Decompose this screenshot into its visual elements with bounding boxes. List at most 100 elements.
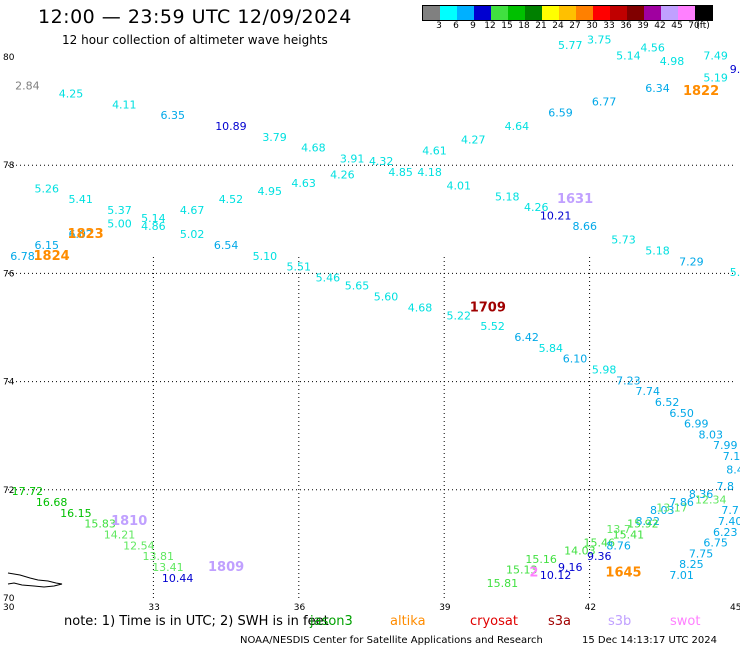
- wave-height-value: 5.26: [35, 182, 60, 195]
- wave-height-value: 14.03: [564, 545, 596, 558]
- colorbar-label: 15: [501, 21, 513, 31]
- wave-height-value: 5.14: [616, 50, 641, 63]
- wave-height-value: 10.89: [215, 120, 247, 133]
- wave-height-value: 4.32: [369, 155, 394, 168]
- wave-height-value: 9.: [730, 63, 740, 76]
- colorbar-swatch: [627, 6, 644, 20]
- wave-height-value: 4.95: [257, 185, 282, 198]
- map-grid: [8, 164, 735, 598]
- wave-height-value: 17.72: [12, 485, 44, 498]
- map-title: 12:00 — 23:59 UTC 12/09/2024: [38, 6, 352, 28]
- wave-height-value: 4.01: [446, 180, 471, 193]
- wave-height-value: 6.02: [68, 228, 93, 241]
- wave-height-value: 5.: [730, 266, 740, 279]
- wave-height-value: 5.51: [287, 261, 312, 274]
- lon-label: 30: [3, 603, 15, 613]
- lat-label: 70: [3, 594, 15, 604]
- colorbar-swatch: [559, 6, 576, 20]
- pass-time-labels: 1822 1631 1823 1824 1709 1810 1809 1645 2: [34, 84, 720, 580]
- colorbar-label: 39: [637, 21, 649, 31]
- wave-height-value: 5.02: [180, 228, 205, 241]
- colorbar-swatch: [610, 6, 627, 20]
- wave-height-value: 8.4: [726, 464, 740, 477]
- colorbar-label: 45: [671, 21, 683, 31]
- wave-height-value: 7.75: [689, 547, 714, 560]
- wave-height-value: 6.78: [10, 250, 35, 263]
- wave-height-value: 6.77: [592, 96, 617, 109]
- colorbar-swatch: [644, 6, 661, 20]
- wave-height-value: 2.84: [15, 79, 40, 92]
- wave-height-value: 7.86: [669, 496, 694, 509]
- wave-height-value: 5.73: [611, 234, 636, 247]
- legend-swot: swot: [670, 614, 701, 629]
- wave-height-value: 7.40: [718, 515, 740, 528]
- wave-height-value: 4.27: [461, 134, 486, 147]
- colorbar-swatch: [508, 6, 525, 20]
- wave-height-value: 5.00: [107, 217, 132, 230]
- wave-height-value: 7.29: [679, 255, 704, 268]
- wave-height-value: 15.41: [613, 528, 645, 541]
- wave-height-value: 8.76: [606, 539, 631, 552]
- wave-height-value: 16.68: [36, 496, 68, 509]
- colorbar-swatch: [661, 6, 678, 20]
- wave-height-value: 4.98: [660, 55, 685, 68]
- wave-height-value: 4.67: [180, 204, 205, 217]
- wave-height-value: 6.23: [713, 526, 738, 539]
- colorbar-label: 42: [654, 21, 666, 31]
- wave-height-value: 4.68: [301, 142, 326, 155]
- pass-time-label: 2: [529, 565, 538, 580]
- lon-label: 36: [294, 603, 306, 613]
- wave-height-value: 6.75: [703, 537, 728, 550]
- wave-height-value: 13.81: [142, 550, 174, 563]
- lon-label: 42: [585, 603, 596, 613]
- wave-height-value: 6.35: [161, 109, 186, 122]
- timestamp: 15 Dec 14:13:17 UTC 2024: [582, 635, 717, 646]
- legend-altika: altika: [390, 614, 426, 629]
- wave-height-value: 10.12: [540, 569, 572, 582]
- wave-height-value: 9.16: [558, 561, 583, 574]
- colorbar-label: 70: [688, 21, 700, 31]
- wave-height-value: 4.52: [219, 193, 244, 206]
- colorbar-swatch: [491, 6, 508, 20]
- wave-height-value: 15.83: [84, 518, 116, 531]
- colorbar-label: 18: [518, 21, 530, 31]
- wave-height-value: 4.18: [417, 166, 442, 179]
- lat-label: 76: [3, 269, 15, 279]
- colorbar-swatch: [440, 6, 457, 20]
- wave-height-value: 5.14: [141, 212, 166, 225]
- wave-height-value: 6.52: [655, 396, 680, 409]
- colorbar-swatch: [695, 6, 712, 20]
- wave-height-value: 8.66: [573, 220, 598, 233]
- wave-height-value: 4.68: [408, 301, 433, 314]
- wave-height-value: 7.01: [669, 569, 694, 582]
- wave-height-value: 4.56: [640, 42, 665, 55]
- pass-time-label: 1822: [683, 84, 719, 99]
- colorbar-swatch: [576, 6, 593, 20]
- wave-height-value: 4.26: [330, 169, 355, 182]
- wave-height-value: 5.19: [703, 71, 728, 84]
- wave-height-value: 3.91: [340, 152, 365, 165]
- colorbar-label: 24: [552, 21, 564, 31]
- wave-height-value: 15.81: [487, 577, 519, 590]
- lat-label: 78: [3, 161, 15, 171]
- wave-height-value: 5.46: [316, 272, 341, 285]
- pass-time-label: 1810: [111, 514, 147, 529]
- wave-height-value: 16.15: [60, 507, 92, 520]
- wave-height-value: 12.54: [123, 539, 155, 552]
- lat-label: 72: [3, 486, 14, 496]
- wave-height-value: 13.7: [606, 523, 631, 536]
- wave-height-value: 15.16: [525, 553, 557, 566]
- wave-height-value: 10.44: [162, 572, 194, 585]
- colorbar-swatch: [457, 6, 474, 20]
- wave-height-value: 4.61: [422, 144, 447, 157]
- colorbar-swatch: [423, 6, 440, 20]
- wave-height-value: 6.99: [684, 418, 709, 431]
- wave-height-value: 5.10: [253, 250, 278, 263]
- wave-height-value: 3.79: [262, 131, 287, 144]
- wave-height-value: 6.10: [563, 353, 588, 366]
- wave-height-value: 5.41: [68, 193, 93, 206]
- wave-height-value: 15.92: [627, 518, 659, 531]
- coastline: [7, 572, 63, 588]
- colorbar-label: 27: [569, 21, 581, 31]
